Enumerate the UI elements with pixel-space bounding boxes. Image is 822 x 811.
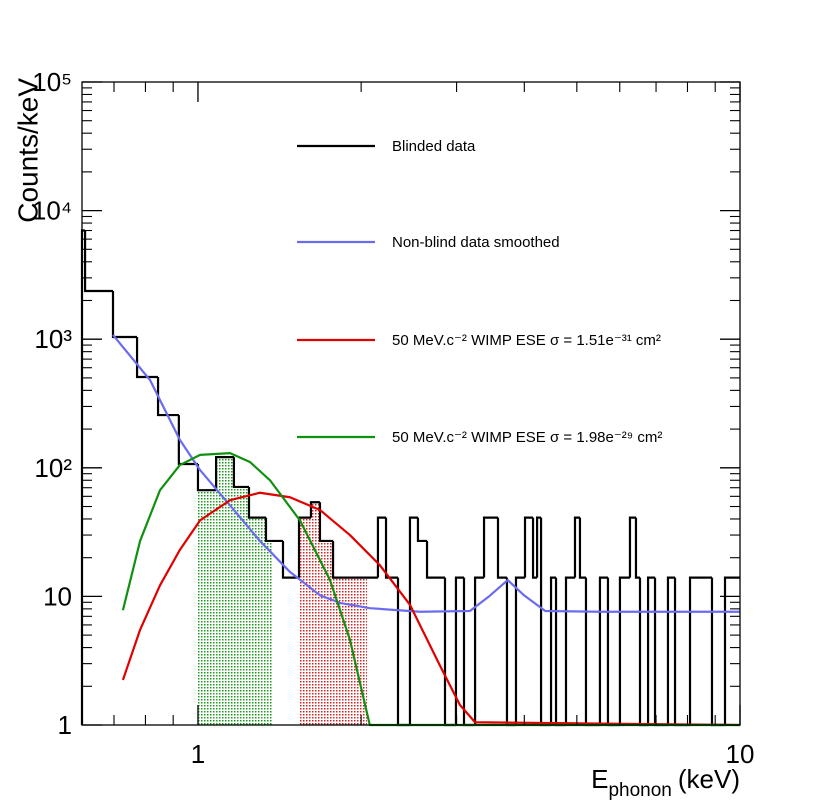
legend-label: Blinded data [392,138,476,155]
x-axis-label-main: E [591,764,608,794]
histogram-bin [653,577,668,727]
curve [121,452,740,727]
histogram-bin [281,540,300,579]
histogram-bin [196,464,217,492]
shaded-region [310,502,320,725]
histogram-bin [628,516,636,578]
legend-label: 50 MeV.c⁻² WIMP ESE σ = 1.51e⁻³¹ cm² [392,332,661,349]
shaded-region [216,457,234,725]
histogram-bin [710,577,726,727]
histogram-bin [584,577,600,727]
histogram-bin [673,577,691,727]
y-axis-label: Counts/keV [12,78,43,223]
histogram-bin [535,516,542,578]
histogram-bin [384,517,398,579]
y-tick-label: 10² [34,453,72,483]
histogram-bin [531,517,538,579]
histogram-layer [80,229,740,727]
curve [121,491,741,727]
histogram-bin [473,576,485,725]
y-tick-label: 10⁴ [32,196,72,226]
histogram-bin [523,516,534,578]
legend-label: Non-blind data smoothed [392,234,560,251]
y-tick-label: 10 [43,581,72,611]
shading-layer [197,457,367,725]
x-tick-label: 1 [191,739,205,769]
shaded-region [299,517,311,725]
shaded-region [349,577,367,725]
histogram-bin [111,291,138,339]
legend-label: 50 MeV.c⁻² WIMP ESE σ = 1.98e⁻²⁹ cm² [392,429,662,446]
histogram-bin [156,377,179,417]
histogram-bin [247,486,266,519]
histogram-bin [646,576,656,725]
histogram-bin [232,457,249,489]
histogram-bin [564,576,575,725]
histogram-bin [578,517,586,579]
histogram-bin [514,576,526,725]
histogram-bin [177,415,198,466]
y-tick-label: 10³ [34,324,72,354]
histogram-bin [443,577,456,727]
y-tick-label: 10⁵ [32,67,72,97]
histogram-bin [135,337,159,379]
histogram-bin [573,516,580,578]
histogram-bin [214,456,234,491]
shaded-region [319,540,334,725]
x-axis-label-subscript: phonon [608,780,671,801]
histogram-bin [264,517,283,543]
axes-layer: 1 10 10² 10³ 10⁴ 10⁵ 1 10 [32,67,755,769]
shaded-region [197,490,217,725]
histogram-bin [549,576,557,725]
histogram-bin [309,501,320,518]
curve-layer [112,334,741,727]
histogram-bin [598,576,608,725]
shaded-region [248,517,266,725]
x-axis-label: Ephonon (keV) [591,764,740,801]
histogram-bin [638,577,649,727]
histogram-bin [376,516,387,578]
histogram-bin [425,540,446,579]
histogram-bin [554,577,566,727]
histogram-bin [396,577,410,727]
shaded-region [265,540,273,725]
histogram-bin [666,576,676,725]
histogram-bin [606,577,620,727]
shaded-region [333,577,350,725]
histogram-bin [496,517,507,579]
histogram-bin [331,540,350,579]
shaded-region [233,486,249,725]
histogram-bin [482,516,498,578]
histogram-bin [318,502,334,543]
histogram-bin [688,576,705,725]
histogram-bin [462,577,476,727]
histogram-bin [539,517,552,727]
histogram-bin [416,517,428,543]
histogram-bin [723,576,740,725]
histogram-bin [634,517,641,579]
y-tick-label: 1 [58,710,72,740]
legend: Blinded data Non-blind data smoothed 50 Me… [297,138,662,446]
curve [112,334,740,613]
histogram-bin [505,577,516,727]
plot-frame [81,81,741,726]
histogram-bin [408,516,418,725]
histogram-bin [618,576,630,725]
histogram-bin [83,230,113,293]
histogram-bin [454,576,464,725]
x-axis-label-unit: (keV) [678,764,740,794]
x-tick-label: 10 [726,739,755,769]
